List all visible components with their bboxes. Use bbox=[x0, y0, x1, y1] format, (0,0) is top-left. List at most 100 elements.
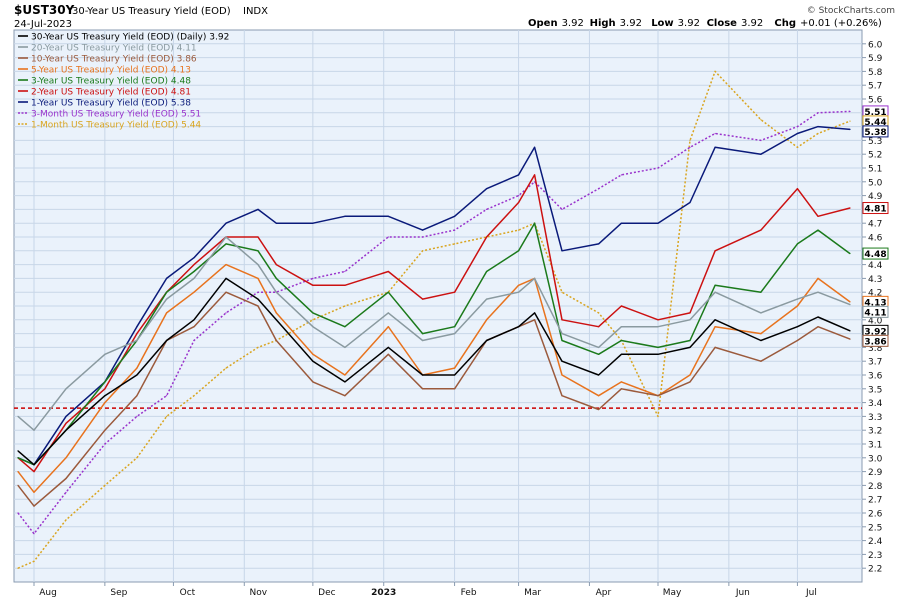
data-point bbox=[597, 408, 600, 411]
y-tick-label: 5.3 bbox=[868, 137, 882, 147]
data-point bbox=[312, 277, 314, 279]
data-point bbox=[485, 319, 488, 321]
data-point bbox=[533, 181, 536, 183]
data-point bbox=[561, 333, 563, 335]
data-point bbox=[453, 243, 456, 245]
data-point bbox=[849, 128, 851, 130]
data-point bbox=[257, 264, 259, 266]
data-point bbox=[65, 491, 67, 493]
data-point bbox=[225, 236, 227, 238]
data-point bbox=[165, 415, 168, 417]
data-point bbox=[817, 132, 819, 135]
data-point bbox=[714, 250, 716, 252]
last-value-box bbox=[862, 202, 889, 215]
data-point bbox=[533, 146, 536, 148]
last-value-box bbox=[862, 125, 889, 138]
y-tick-label: 3.5 bbox=[868, 385, 882, 395]
data-point bbox=[387, 215, 389, 217]
y-tick-label: 5.2 bbox=[868, 151, 882, 161]
y-tick-label: 4.2 bbox=[868, 289, 882, 299]
data-point bbox=[225, 367, 227, 369]
data-point bbox=[796, 305, 799, 307]
legend-label: 20-Year US Treasury Yield (EOD) 4.11 bbox=[31, 44, 197, 54]
data-point bbox=[104, 381, 106, 383]
data-point bbox=[597, 374, 600, 376]
data-point bbox=[453, 215, 456, 217]
data-point bbox=[421, 229, 424, 231]
data-point bbox=[796, 126, 799, 128]
data-point bbox=[760, 229, 762, 231]
exchange: INDX bbox=[243, 6, 268, 17]
data-point bbox=[257, 250, 259, 252]
data-point bbox=[817, 229, 819, 231]
series-line-6 bbox=[17, 125, 851, 466]
y-tick-label: 3.6 bbox=[868, 372, 883, 382]
x-tick-label: Mar bbox=[524, 588, 541, 598]
y-tick-label: 2.4 bbox=[868, 537, 883, 547]
x-axis: Aug Sep Oct Nov Dec 2023 Feb Mar Apr May Jun Jul bbox=[33, 582, 817, 598]
series-line-0 bbox=[17, 277, 851, 466]
data-point bbox=[136, 457, 138, 459]
data-point bbox=[421, 298, 424, 300]
data-point bbox=[760, 291, 762, 293]
data-point bbox=[453, 367, 456, 369]
legend-series-name: 1-Year US Treasury Yield (EOD) bbox=[31, 99, 168, 109]
ohlc-item: Low 3.92 bbox=[651, 18, 700, 29]
data-point bbox=[312, 326, 314, 328]
data-point bbox=[275, 264, 277, 266]
data-point bbox=[165, 298, 168, 300]
data-point bbox=[760, 333, 762, 335]
data-point bbox=[849, 330, 851, 332]
ohlc-item: High 3.92 bbox=[590, 18, 642, 29]
y-tick-label: 4.4 bbox=[868, 261, 883, 271]
series-line-8 bbox=[17, 70, 851, 569]
legend-series-value: 3.86 bbox=[177, 55, 197, 65]
data-point bbox=[387, 270, 389, 273]
last-value-text: 4.48 bbox=[864, 250, 886, 260]
series-line-5 bbox=[17, 174, 851, 473]
last-value-text: 3.86 bbox=[864, 337, 886, 347]
data-point bbox=[714, 284, 716, 286]
data-point bbox=[597, 243, 600, 245]
y-tick-label: 4.6 bbox=[868, 234, 883, 244]
x-tick-label: Aug bbox=[39, 588, 57, 598]
last-value-text: 5.44 bbox=[864, 118, 886, 128]
x-tick-label: Nov bbox=[249, 588, 267, 598]
data-point bbox=[689, 346, 691, 348]
ohlc-item: Chg +0.01 (+0.26%) bbox=[774, 18, 881, 29]
data-point bbox=[561, 360, 563, 362]
legend-label: 1-Month US Treasury Yield (EOD) 5.44 bbox=[31, 121, 201, 131]
data-point bbox=[193, 326, 195, 328]
data-point bbox=[533, 312, 536, 314]
data-point bbox=[387, 312, 389, 314]
data-point bbox=[344, 215, 346, 217]
data-point bbox=[275, 319, 277, 321]
last-value-tag: 3.86 bbox=[862, 334, 889, 347]
data-point bbox=[620, 326, 623, 328]
data-point bbox=[65, 388, 67, 390]
data-point bbox=[714, 132, 716, 135]
legend-series-name: 30-Year US Treasury Yield (EOD) (Daily) bbox=[31, 33, 206, 43]
last-value-tag: 4.48 bbox=[862, 247, 889, 260]
y-tick-label: 2.9 bbox=[868, 468, 883, 478]
legend-series-name: 1-Month US Treasury Yield (EOD) bbox=[31, 121, 178, 131]
last-value-text: 4.81 bbox=[864, 205, 886, 215]
data-point bbox=[689, 312, 691, 314]
legend-series-value: 3.92 bbox=[209, 33, 229, 43]
data-point bbox=[517, 195, 520, 197]
data-point bbox=[17, 415, 19, 417]
series-lines bbox=[17, 70, 851, 569]
data-point bbox=[421, 236, 424, 238]
data-point bbox=[657, 353, 659, 355]
data-point bbox=[421, 374, 424, 376]
data-point bbox=[344, 395, 346, 397]
y-tick-label: 2.7 bbox=[868, 496, 882, 506]
data-point bbox=[849, 338, 851, 340]
data-point bbox=[257, 236, 259, 238]
legend-label: 5-Year US Treasury Yield (EOD) 4.13 bbox=[31, 66, 191, 76]
data-point bbox=[193, 270, 195, 273]
last-value-text: 5.51 bbox=[864, 108, 886, 118]
data-point bbox=[561, 319, 563, 321]
data-point bbox=[689, 339, 691, 342]
